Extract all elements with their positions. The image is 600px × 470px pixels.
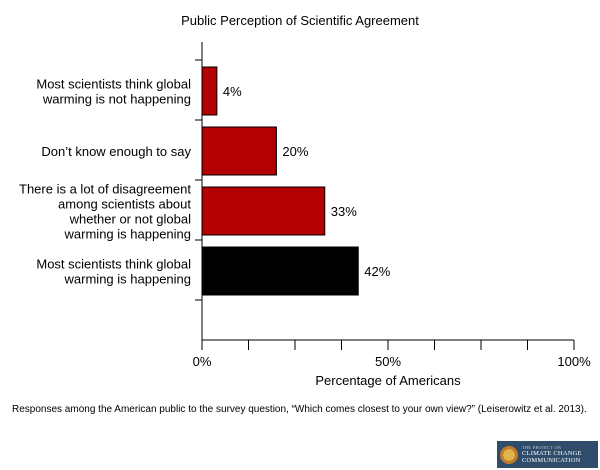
bar [201,246,359,296]
bar [201,126,277,176]
category-label: whether or not global [69,212,192,227]
figure-caption: Responses among the American public to t… [12,404,587,415]
bar-value-label: 20% [282,144,308,159]
x-tick-label: 50% [375,354,401,369]
x-tick-label: 0% [193,354,212,369]
chart-title: Public Perception of Scientific Agreemen… [181,13,419,28]
category-label: warming is happening [64,272,191,287]
category-label: warming is happening [64,227,191,242]
category-label: Don’t know enough to say [41,144,191,159]
category-label: There is a lot of disagreement [19,182,191,197]
bar [201,66,218,116]
bar-value-label: 33% [331,204,357,219]
bar [201,186,326,236]
bar-value-label: 42% [364,264,390,279]
category-label: Most scientists think global [36,77,191,92]
category-label: Most scientists think global [36,257,191,272]
x-axis-label: Percentage of Americans [315,373,461,388]
bar-chart: Public Perception of Scientific Agreemen… [19,13,591,388]
climate-change-communication-logo: THE PROJECT ON CLIMATE CHANGE COMMUNICAT… [497,441,598,468]
category-label: among scientists about [58,197,191,212]
logo-text: THE PROJECT ON CLIMATE CHANGE COMMUNICAT… [522,444,582,465]
seal-icon [500,445,518,464]
bar-value-label: 4% [223,84,242,99]
x-tick-label: 100% [557,354,591,369]
category-label: warming is not happening [42,92,191,107]
